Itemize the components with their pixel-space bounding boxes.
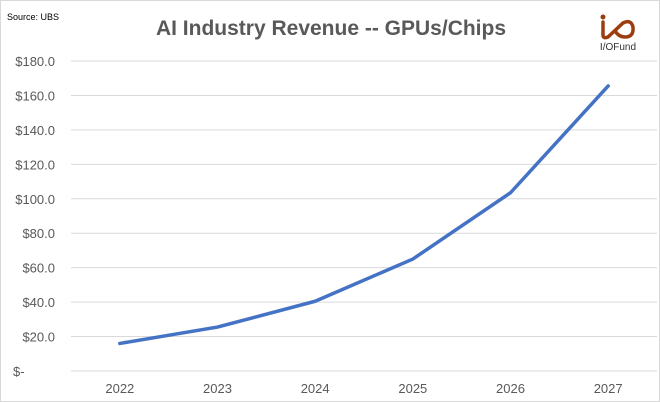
y-tick-label: $60.0 — [22, 261, 55, 276]
series-line — [118, 84, 610, 346]
source-note: Source: UBS — [7, 12, 60, 22]
y-tick-label: $40.0 — [22, 295, 55, 310]
y-tick-label: $20.0 — [22, 330, 55, 345]
chart-title: AI Industry Revenue -- GPUs/Chips — [155, 17, 507, 40]
x-tick-label: 2022 — [105, 381, 134, 396]
iofund-logo: I/OFund — [593, 13, 643, 53]
y-tick-label: $100.0 — [15, 192, 55, 207]
x-tick-label: 2024 — [301, 381, 330, 396]
x-tick-label: 2027 — [594, 381, 623, 396]
y-tick-label: $- — [13, 364, 25, 379]
y-tick-label: $180.0 — [15, 54, 55, 69]
y-tick-label: $160.0 — [15, 88, 55, 103]
logo-text: I/OFund — [600, 42, 636, 53]
y-tick-label: $140.0 — [15, 123, 55, 138]
x-tick-label: 2023 — [203, 381, 232, 396]
x-tick-label: 2025 — [398, 381, 427, 396]
y-tick-label: $120.0 — [15, 157, 55, 172]
y-tick-label: $80.0 — [22, 226, 55, 241]
x-tick-label: 2026 — [496, 381, 525, 396]
